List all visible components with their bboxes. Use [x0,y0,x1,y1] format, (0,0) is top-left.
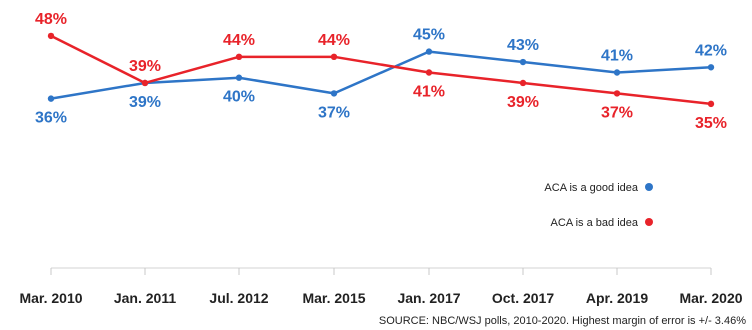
data-point [47,95,55,102]
data-label: 35% [695,115,727,132]
data-label: 40% [223,89,255,106]
x-tick-label: Oct. 2017 [492,290,554,306]
data-label: 44% [223,32,255,49]
data-label: 41% [413,84,445,101]
data-label: 43% [507,37,539,54]
data-point [707,64,715,71]
legend-marker [645,218,653,226]
data-point [425,69,433,76]
data-point [330,90,338,97]
x-tick-label: Apr. 2019 [586,290,648,306]
data-point [235,53,243,61]
data-point [519,79,527,87]
data-label: 39% [129,94,161,111]
x-tick-label: Mar. 2015 [302,290,365,306]
x-axis: Mar. 2010 Jan. 2011 Jul. 2012 Mar. 2015 Jan.… [19,267,743,306]
data-label: 48% [35,11,67,28]
data-point [613,69,621,76]
data-point [519,58,527,66]
data-point [613,90,621,97]
series-line [50,50,712,100]
legend-label: ACA is a good idea [544,182,638,194]
data-label: 39% [507,94,539,111]
data-label: 37% [318,104,350,121]
series-line [50,34,712,106]
series-layer: 36% 39% 40% 37% 45% 43% 41% 42% 48% 39% 44% 44% 41% 3… [35,11,727,132]
x-tick-label: Jan. 2011 [114,290,176,306]
data-point [425,48,433,55]
data-point [707,100,715,108]
data-label: 36% [35,110,67,127]
x-tick-label: Jan. 2017 [397,290,460,306]
data-point [141,79,149,87]
source-note: SOURCE: NBC/WSJ polls, 2010-2020. Highes… [378,315,746,327]
data-point [47,32,55,40]
data-label: 42% [695,42,727,59]
data-point [235,74,243,81]
data-label: 37% [601,104,633,121]
data-label: 41% [601,48,633,65]
legend: ACA is a good idea ACA is a bad idea [544,182,653,229]
x-tick-label: Jul. 2012 [209,290,268,306]
data-label: 39% [129,58,161,75]
data-point [330,53,338,61]
legend-marker [645,183,653,191]
legend-label: ACA is a bad idea [551,217,639,229]
x-tick-label: Mar. 2020 [679,290,742,306]
x-tick-label: Mar. 2010 [19,290,82,306]
data-label: 44% [318,32,350,49]
data-label: 45% [413,27,445,44]
